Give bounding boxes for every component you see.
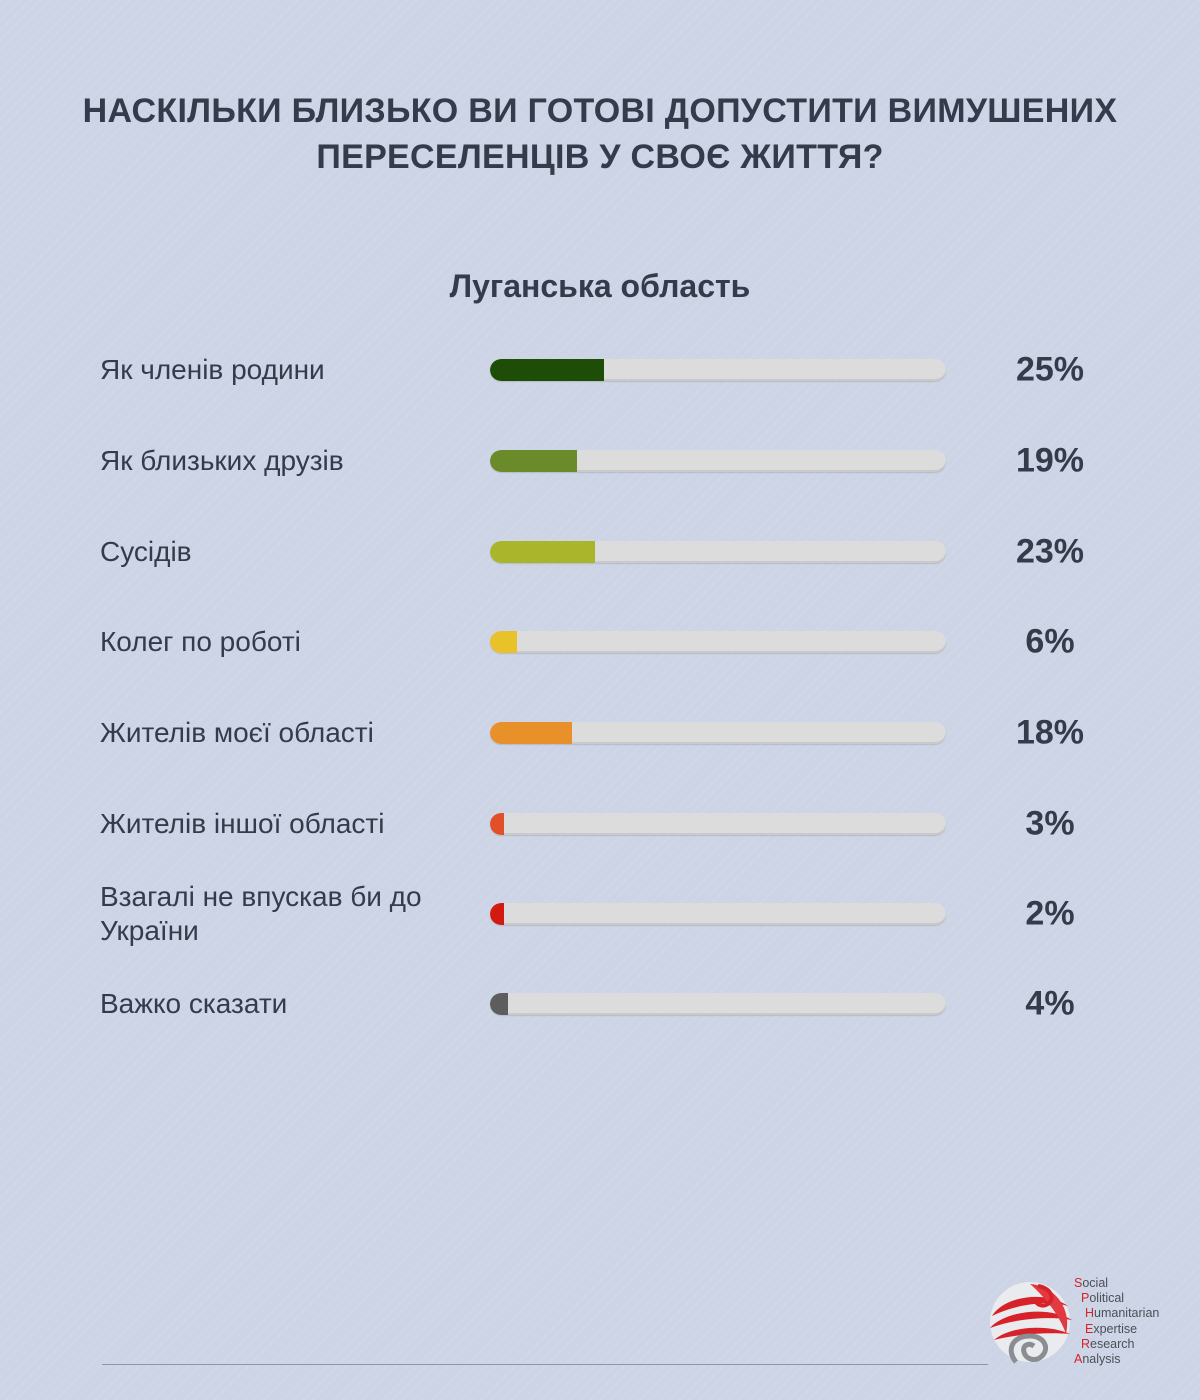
bar	[490, 722, 573, 745]
bar	[490, 993, 509, 1015]
category-label: Важко сказати	[100, 988, 288, 1019]
logo-line-social: Social	[1074, 1276, 1109, 1290]
bar	[490, 813, 504, 835]
bar	[490, 359, 604, 381]
logo-line-expertise: Expertise	[1085, 1321, 1138, 1336]
value-label: 6%	[1025, 622, 1075, 661]
bar-track	[490, 813, 946, 835]
bar-track	[490, 449, 946, 472]
category-label: Взагалі не впускав би до України	[100, 881, 422, 946]
logo-line-research: Research	[1081, 1336, 1135, 1351]
value-label: 18%	[1015, 713, 1085, 752]
bar-track	[490, 631, 946, 654]
chart-subtitle: Луганська область	[449, 268, 751, 304]
logo-line-political: Political	[1081, 1291, 1125, 1306]
bar-track	[490, 359, 946, 381]
chart-title: НАСКІЛЬКИ БЛИЗЬКО ВИ ГОТОВІ ДОПУСТИТИ ВИ…	[0, 88, 1200, 180]
value-label: 3%	[1025, 804, 1075, 843]
logo-sphere-icon	[990, 1282, 1072, 1364]
chart-title-line-1: НАСКІЛЬКИ БЛИЗЬКО ВИ ГОТОВІ ДОПУСТИТИ ВИ…	[82, 92, 1118, 130]
logo-line-analysis: Analysis	[1074, 1352, 1121, 1367]
value-label: 4%	[1025, 984, 1075, 1023]
sphera-logo: Social Political Humanitarian Expertise …	[986, 1272, 1186, 1372]
bar	[490, 903, 504, 925]
logo-line-humanitarian: Humanitarian	[1085, 1306, 1160, 1321]
bar-track	[490, 993, 946, 1015]
value-label: 2%	[1025, 894, 1075, 933]
bar-track	[490, 903, 946, 925]
category-label: Як близьких друзів	[100, 444, 344, 476]
bar	[490, 449, 577, 472]
category-label: Колег по роботі	[100, 626, 301, 658]
bar-track	[490, 540, 946, 563]
category-label: Жителів моєї області	[100, 717, 374, 749]
logo-text: Social Political Humanitarian Expertise …	[1074, 1276, 1159, 1367]
value-label: 25%	[1015, 350, 1085, 389]
category-label: Як членів родини	[100, 354, 325, 385]
footer-divider	[102, 1364, 988, 1365]
chart-title-line-2: ПЕРЕСЕЛЕНЦІВ У СВОЄ ЖИТТЯ?	[316, 138, 884, 176]
value-label: 19%	[1015, 441, 1085, 480]
bar-chart: Як членів родини 25% Як близьких друзів 19%…	[100, 350, 1085, 1023]
bar	[490, 540, 595, 563]
category-label: Жителів іншої області	[100, 808, 385, 839]
bar-track	[490, 722, 946, 745]
value-label: 23%	[1015, 532, 1085, 571]
bar	[490, 631, 518, 654]
category-label: Сусідів	[100, 535, 192, 567]
